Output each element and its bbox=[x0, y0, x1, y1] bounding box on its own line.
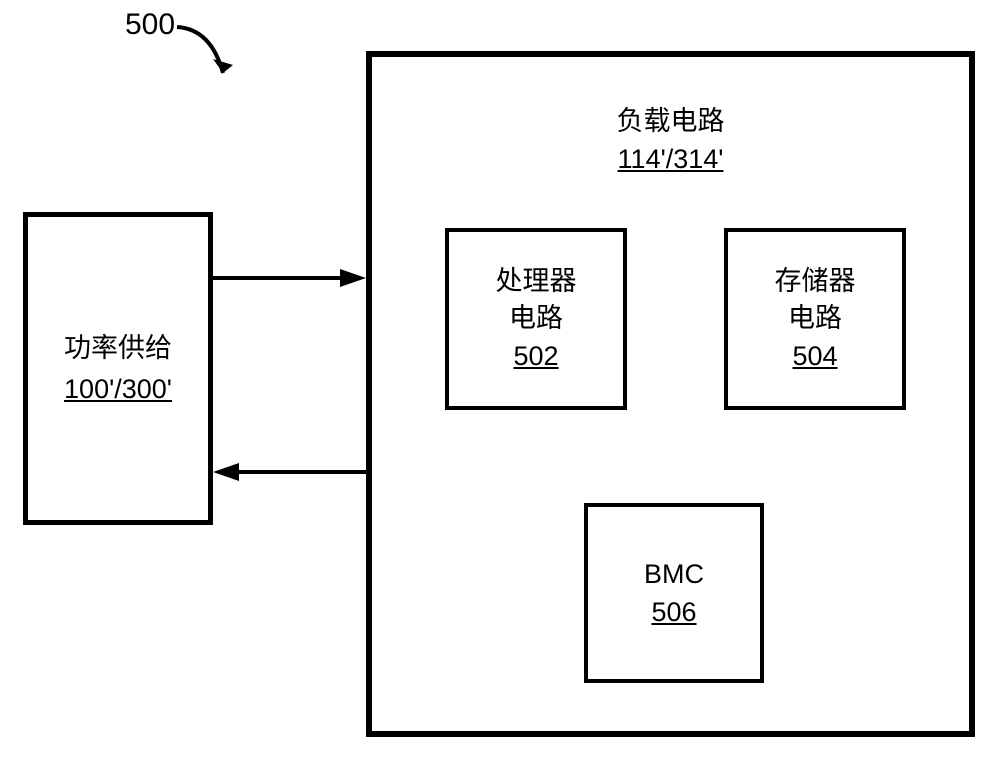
processor-box: 处理器 电路 502 bbox=[445, 228, 627, 410]
arrow-to-load-head bbox=[340, 269, 366, 287]
figure-arc-arrow bbox=[163, 25, 243, 90]
processor-line2: 电路 bbox=[509, 300, 563, 336]
power-supply-box: 功率供给 100'/300' bbox=[23, 212, 213, 525]
power-supply-title: 功率供给 bbox=[64, 330, 172, 366]
diagram-stage: 500 功率供给 100'/300' 负载电路 114'/314' 处理器 电路… bbox=[0, 0, 1000, 765]
arrow-to-power-line bbox=[234, 470, 366, 474]
load-circuit-title: 负载电路 bbox=[617, 103, 725, 139]
bmc-ref: 506 bbox=[651, 594, 696, 630]
bmc-box: BMC 506 bbox=[584, 503, 764, 683]
memory-box: 存储器 电路 504 bbox=[724, 228, 906, 410]
processor-line1: 处理器 bbox=[496, 263, 577, 299]
processor-ref: 502 bbox=[513, 338, 558, 374]
memory-ref: 504 bbox=[792, 338, 837, 374]
bmc-line1: BMC bbox=[644, 556, 704, 592]
memory-line1: 存储器 bbox=[775, 263, 856, 299]
memory-line2: 电路 bbox=[788, 300, 842, 336]
arrow-to-load-line bbox=[213, 276, 345, 280]
load-circuit-ref: 114'/314' bbox=[617, 141, 725, 177]
power-supply-ref: 100'/300' bbox=[64, 371, 172, 407]
arrow-to-power-head bbox=[213, 463, 239, 481]
